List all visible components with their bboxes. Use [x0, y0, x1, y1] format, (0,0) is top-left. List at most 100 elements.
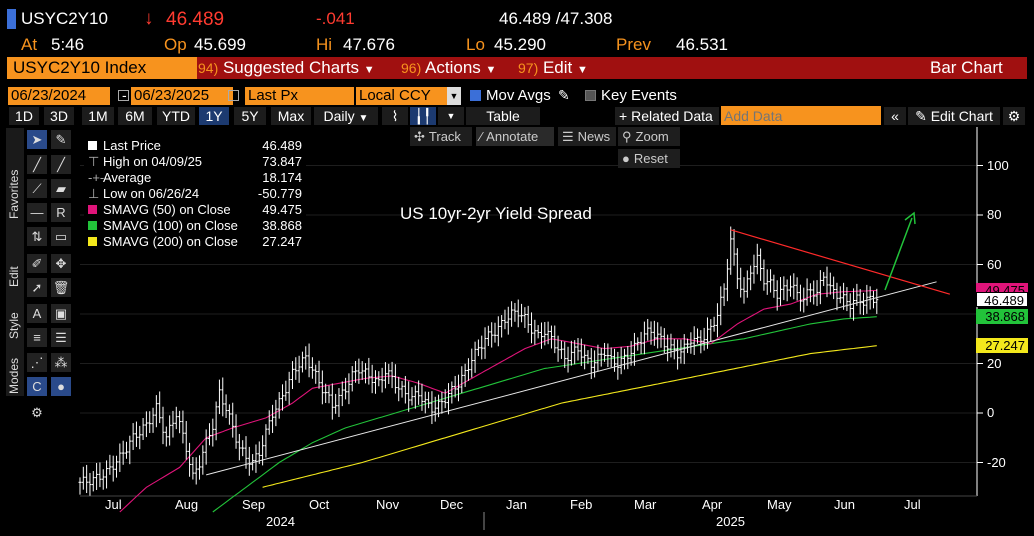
price-bar	[387, 363, 391, 385]
trash-icon[interactable]: 🗑	[51, 278, 71, 297]
range-1m[interactable]: 1M	[82, 107, 114, 125]
legend-label: SMAVG (200) on Close	[103, 234, 238, 249]
edit-menu[interactable]: 97) Edit ▼	[518, 57, 588, 79]
add-data-input[interactable]	[721, 106, 881, 125]
line-weight-icon[interactable]: ≡	[27, 328, 47, 347]
line-style-icon[interactable]: ☰	[51, 328, 71, 347]
line-chart-icon[interactable]: ⌇	[382, 107, 408, 125]
magnet-icon[interactable]: ⁂	[51, 353, 71, 372]
price-bar	[354, 361, 358, 383]
x-month-label: Jan	[506, 497, 527, 512]
price-bar	[340, 381, 344, 407]
table-button[interactable]: Table	[466, 107, 540, 125]
end-date-field[interactable]: 06/23/2025	[131, 87, 233, 105]
crosshair-icon: ✣	[414, 129, 425, 144]
suggested-charts-menu[interactable]: 94) Suggested Charts ▼	[198, 57, 375, 79]
range-6m[interactable]: 6M	[118, 107, 152, 125]
select-icon[interactable]: ➚	[27, 278, 47, 297]
pen-icon[interactable]: ✎	[51, 130, 71, 149]
price-bar	[865, 284, 869, 314]
prev-value: 46.531	[676, 35, 728, 54]
price-bar	[297, 355, 301, 383]
price-bar	[659, 326, 663, 348]
collapse-icon[interactable]: «	[884, 107, 906, 125]
zoom-tool[interactable]: ⚲ Zoom	[618, 127, 680, 146]
fibonacci-icon[interactable]: ⇅	[27, 227, 47, 246]
rectangle-icon[interactable]: ▭	[51, 227, 71, 246]
price-bar	[566, 346, 570, 373]
price-bar	[742, 277, 746, 304]
x-month-label: Feb	[570, 497, 593, 512]
snap-mode-icon[interactable]: C	[27, 377, 47, 396]
price-bar	[825, 266, 829, 298]
price-bar	[330, 383, 334, 420]
price-bar	[672, 338, 676, 360]
pointer-icon[interactable]: ➤	[27, 130, 47, 149]
edit-chart-button[interactable]: ✎ Edit Chart	[908, 107, 1000, 125]
settings-gear-icon[interactable]: ⚙	[27, 403, 47, 422]
price-bar	[198, 455, 202, 480]
price-bar	[516, 299, 520, 328]
price-bar	[553, 325, 557, 354]
legend-value: 38.868	[262, 218, 302, 233]
start-date-calendar-icon[interactable]	[118, 90, 129, 101]
gear-icon[interactable]: ⚙	[1003, 107, 1025, 125]
legend-box[interactable]: Last Price 46.489 ⊤ High on 04/09/25 73.8…	[84, 136, 306, 252]
range-ytd[interactable]: YTD	[157, 107, 195, 125]
start-date-field[interactable]: 06/23/2024	[8, 87, 110, 105]
horizontal-line-icon[interactable]: —	[27, 203, 47, 222]
price-bar	[798, 284, 802, 312]
price-bar	[696, 328, 700, 344]
price-bar	[128, 435, 132, 465]
move-icon[interactable]: ✥	[51, 254, 71, 273]
ray-tool-icon[interactable]: ╱	[51, 155, 71, 174]
color-palette-icon[interactable]: ●	[51, 377, 71, 396]
segment-tool-icon[interactable]: ⟋	[27, 179, 47, 198]
currency-dropdown-icon[interactable]: ▼	[447, 87, 461, 105]
pencil-icon[interactable]: ✎	[558, 87, 570, 103]
related-data-button[interactable]: + Related Data	[615, 107, 719, 125]
price-bar	[739, 267, 743, 298]
range-1y[interactable]: 1Y	[199, 107, 229, 125]
end-date-calendar-icon[interactable]	[228, 90, 239, 101]
chart-title: US 10yr-2yr Yield Spread	[400, 204, 592, 223]
actions-menu[interactable]: 96) Actions ▼	[401, 57, 496, 79]
bar-chart-icon[interactable]: ╽╿	[410, 107, 436, 125]
brush-icon[interactable]: ✐	[27, 254, 47, 273]
currency-selector[interactable]: Local CCY	[356, 87, 454, 105]
news-tool[interactable]: ☰ News	[558, 127, 616, 146]
range-1d[interactable]: 1D	[9, 107, 39, 125]
price-bar	[300, 351, 304, 373]
price-bar	[294, 357, 298, 380]
annotate-tool[interactable]: ⁄ Annotate	[476, 127, 554, 146]
range-3d[interactable]: 3D	[44, 107, 74, 125]
price-bar	[304, 346, 308, 370]
mov-avgs-toggle[interactable]: Mov Avgs	[470, 87, 551, 105]
price-bar	[317, 360, 321, 389]
line-tool-icon[interactable]: ╱	[27, 155, 47, 174]
dotted-mode-icon[interactable]: ⋰	[27, 353, 47, 372]
key-events-toggle[interactable]: Key Events	[585, 87, 677, 105]
text-tool-icon[interactable]: R	[51, 203, 71, 222]
price-bar	[669, 333, 673, 358]
price-bar	[682, 334, 686, 365]
track-tool[interactable]: ✣ Track	[410, 127, 472, 146]
font-style-icon[interactable]: A	[27, 304, 47, 323]
mov-avgs-label: Mov Avgs	[486, 87, 551, 104]
news-icon: ☰	[562, 129, 574, 144]
price-bar	[407, 381, 411, 412]
chart-style-dropdown-icon[interactable]: ▼	[438, 107, 464, 125]
security-title[interactable]: USYC2Y10 Index	[7, 57, 197, 79]
reset-tool[interactable]: ● Reset	[618, 149, 680, 168]
field-selector[interactable]: Last Px	[245, 87, 354, 105]
fill-color-icon[interactable]: ▣	[51, 304, 71, 323]
range-5y[interactable]: 5Y	[234, 107, 266, 125]
x-month-label: Oct	[309, 497, 330, 512]
price-bar	[350, 366, 354, 392]
channel-tool-icon[interactable]: ▰	[51, 179, 71, 198]
frequency-selector[interactable]: Daily ▼	[314, 107, 378, 125]
range-max[interactable]: Max	[271, 107, 311, 125]
y-tick-label: 20	[987, 356, 1002, 371]
price-bar	[835, 282, 839, 311]
